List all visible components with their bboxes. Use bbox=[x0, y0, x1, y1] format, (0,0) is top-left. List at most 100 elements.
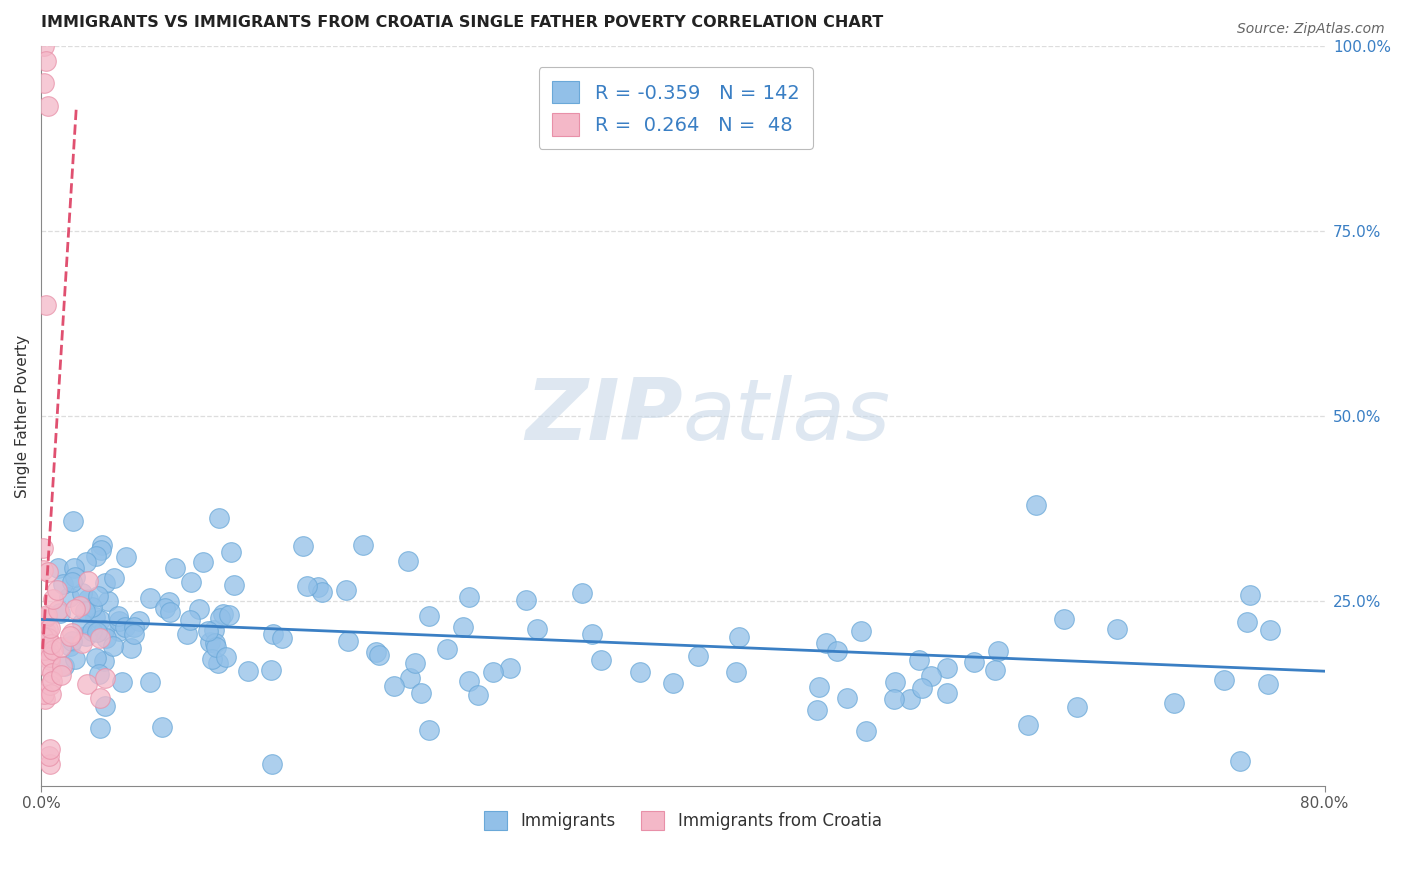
Point bbox=[352, 538, 374, 552]
Point bbox=[851, 624, 873, 639]
Point bbox=[83, 610, 105, 624]
Point bbox=[222, 577, 245, 591]
Point bbox=[115, 549, 138, 564]
Point bbox=[70, 586, 93, 600]
Point bbox=[58, 590, 80, 604]
Point bbox=[39, 649, 62, 664]
Point bbox=[155, 600, 177, 615]
Point bbox=[215, 649, 238, 664]
Point bbox=[1257, 676, 1279, 690]
Point bbox=[138, 591, 160, 605]
Point bbox=[311, 584, 333, 599]
Point bbox=[936, 686, 959, 700]
Point bbox=[581, 627, 603, 641]
Point bbox=[69, 599, 91, 614]
Point bbox=[336, 634, 359, 648]
Point bbox=[571, 586, 593, 600]
Point bbox=[825, 644, 848, 658]
Point bbox=[93, 576, 115, 591]
Point bbox=[34, 624, 56, 639]
Point bbox=[38, 756, 60, 771]
Point bbox=[418, 609, 440, 624]
Point bbox=[124, 619, 146, 633]
Point bbox=[211, 607, 233, 622]
Point bbox=[198, 635, 221, 649]
Point bbox=[728, 630, 751, 644]
Point bbox=[38, 749, 60, 764]
Point bbox=[404, 656, 426, 670]
Point bbox=[114, 620, 136, 634]
Point bbox=[38, 678, 60, 692]
Point bbox=[1017, 717, 1039, 731]
Point bbox=[187, 601, 209, 615]
Point bbox=[38, 644, 60, 658]
Text: IMMIGRANTS VS IMMIGRANTS FROM CROATIA SINGLE FATHER POVERTY CORRELATION CHART: IMMIGRANTS VS IMMIGRANTS FROM CROATIA SI… bbox=[41, 15, 883, 30]
Point bbox=[101, 639, 124, 653]
Text: atlas: atlas bbox=[683, 375, 891, 458]
Point bbox=[38, 741, 60, 756]
Point bbox=[90, 542, 112, 557]
Point bbox=[94, 698, 117, 713]
Legend: Immigrants, Immigrants from Croatia: Immigrants, Immigrants from Croatia bbox=[478, 804, 889, 837]
Point bbox=[49, 668, 72, 682]
Point bbox=[366, 645, 388, 659]
Point bbox=[93, 623, 115, 637]
Point bbox=[204, 636, 226, 650]
Point bbox=[84, 549, 107, 563]
Point bbox=[159, 605, 181, 619]
Point bbox=[987, 643, 1010, 657]
Point bbox=[41, 637, 63, 651]
Point bbox=[52, 577, 75, 591]
Point bbox=[661, 676, 683, 690]
Point bbox=[335, 582, 357, 597]
Point bbox=[498, 661, 520, 675]
Point bbox=[32, 541, 55, 556]
Point bbox=[218, 608, 240, 623]
Point bbox=[46, 583, 69, 598]
Point bbox=[515, 593, 537, 607]
Point bbox=[236, 664, 259, 678]
Point bbox=[35, 298, 58, 312]
Point bbox=[62, 561, 84, 575]
Point bbox=[80, 599, 103, 614]
Point bbox=[65, 601, 87, 615]
Point bbox=[399, 671, 422, 685]
Point bbox=[191, 555, 214, 569]
Point bbox=[37, 565, 59, 579]
Point bbox=[458, 590, 481, 604]
Point bbox=[436, 642, 458, 657]
Point bbox=[80, 624, 103, 638]
Point bbox=[1229, 754, 1251, 768]
Point bbox=[898, 692, 921, 706]
Point bbox=[481, 665, 503, 679]
Point bbox=[70, 616, 93, 631]
Point bbox=[628, 665, 651, 680]
Point bbox=[1025, 498, 1047, 512]
Point bbox=[75, 629, 97, 643]
Point bbox=[62, 514, 84, 528]
Point bbox=[34, 638, 56, 652]
Point bbox=[108, 614, 131, 628]
Point bbox=[883, 692, 905, 706]
Point bbox=[984, 663, 1007, 677]
Point bbox=[31, 630, 53, 644]
Point bbox=[89, 631, 111, 645]
Point bbox=[39, 621, 62, 635]
Point bbox=[70, 636, 93, 650]
Point bbox=[32, 657, 55, 672]
Point bbox=[52, 658, 75, 673]
Y-axis label: Single Father Poverty: Single Father Poverty bbox=[15, 334, 30, 498]
Point bbox=[205, 640, 228, 654]
Point bbox=[41, 643, 63, 657]
Point bbox=[835, 691, 858, 706]
Point bbox=[51, 659, 73, 673]
Point bbox=[200, 652, 222, 666]
Point bbox=[35, 607, 58, 622]
Point bbox=[398, 554, 420, 568]
Point bbox=[165, 560, 187, 574]
Point bbox=[93, 654, 115, 668]
Point bbox=[1105, 622, 1128, 636]
Point bbox=[1053, 612, 1076, 626]
Point bbox=[87, 666, 110, 681]
Point bbox=[89, 613, 111, 627]
